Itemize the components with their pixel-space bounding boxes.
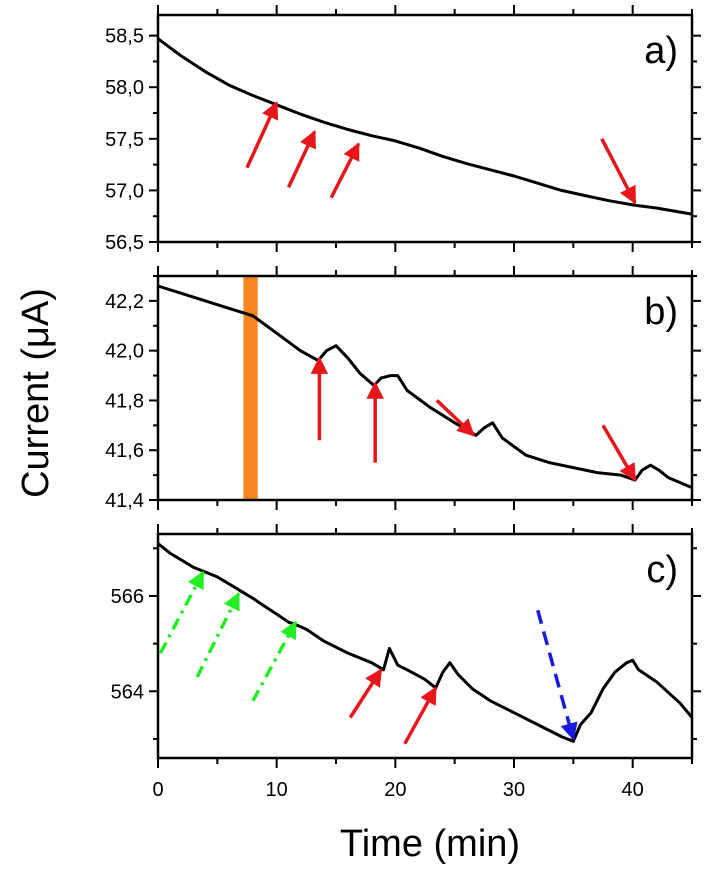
- y-axis-title: Current (μA): [15, 288, 57, 498]
- green-arrow-2: [195, 592, 241, 678]
- plot-frame: [156, 13, 694, 244]
- plot-frame: [156, 532, 694, 760]
- green-arrow-1: [158, 570, 205, 654]
- red-arrow-3: [329, 142, 361, 199]
- x-tick-label: 20: [384, 779, 406, 801]
- red-arrow-2: [286, 130, 317, 189]
- x-tick-label: 30: [503, 779, 525, 801]
- red-arrow-4: [601, 424, 637, 482]
- plot-frame: [156, 274, 694, 502]
- red-arrow-4: [600, 138, 637, 205]
- y-tick-label: 58,0: [105, 77, 144, 99]
- green-arrow-3: [251, 620, 298, 702]
- red-arrow-1: [245, 101, 279, 169]
- blue-arrow-6: [536, 609, 578, 741]
- y-tick-label: 57,5: [105, 129, 144, 151]
- x-axis-title: Time (min): [340, 823, 520, 865]
- panel-c: 564 566 c) 0 10 20 30 40: [111, 524, 701, 801]
- panel-label: c): [646, 549, 678, 591]
- y-tick-label: 564: [111, 681, 144, 703]
- y-tick-label: 41,8: [105, 390, 144, 412]
- y-tick-label: 566: [111, 586, 144, 608]
- series-line-current: [157, 284, 693, 489]
- y-tick-label: 56,5: [105, 232, 144, 254]
- red-arrow-4: [348, 668, 383, 719]
- red-arrow-5: [403, 686, 438, 745]
- panel-b: 41,4 41,6 41,8 42,0 42,2 b): [105, 266, 701, 512]
- series-line-current: [157, 542, 694, 743]
- y-tick-label: 41,6: [105, 440, 144, 462]
- panel-a: 56,5 57,0 57,5 58,0 58,5 a): [105, 5, 701, 254]
- x-tick-label: 10: [266, 779, 288, 801]
- y-tick-label: 58,5: [105, 26, 144, 48]
- x-tick-label: 40: [622, 779, 644, 801]
- y-tick-label: 57,0: [105, 180, 144, 202]
- panel-label: a): [644, 30, 678, 72]
- red-arrow-3: [435, 399, 475, 437]
- y-tick-label: 41,4: [105, 490, 144, 512]
- panel-label: b): [644, 291, 678, 333]
- y-tick-label: 42,2: [105, 291, 144, 313]
- y-tick-label: 42,0: [105, 341, 144, 363]
- highlight-band: [243, 276, 258, 500]
- series-line-current: [157, 37, 693, 216]
- x-tick-label: 0: [152, 779, 163, 801]
